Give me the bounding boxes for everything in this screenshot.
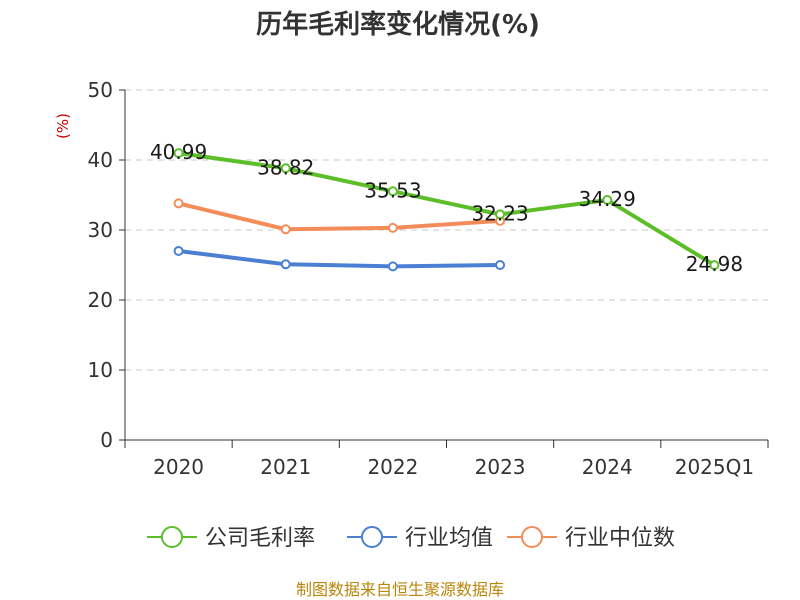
legend-label: 公司毛利率 [205,526,315,551]
data-label: 35.53 [364,178,421,202]
data-point [280,163,291,174]
x-tick-label: 2023 [475,455,526,479]
legend-swatch-marker [161,526,183,548]
data-point [173,148,184,159]
y-tick-label: 40 [88,148,113,172]
data-label: 34.29 [579,187,636,211]
data-label: 38.82 [257,155,314,179]
data-point [280,259,291,270]
source-note: 制图数据来自恒生聚源数据库 [296,580,504,599]
data-point [387,186,398,197]
legend-item: 公司毛利率 [147,526,315,551]
legend-label: 行业均值 [405,526,493,551]
data-point [173,246,184,256]
data-label: 32.23 [471,201,528,225]
data-label: 24.98 [686,252,743,276]
legend: 公司毛利率 行业均值 行业中位数 [147,526,675,551]
y-tick-label: 50 [88,78,113,102]
series-lines [173,148,720,272]
series-line [176,151,717,268]
data-labels: 40.99 38.82 35.53 32.23 34.29 24.98 [150,140,743,276]
y-tick-label: 0 [100,428,113,452]
legend-item: 行业均值 [347,526,493,551]
data-point [602,194,613,205]
data-point [280,224,291,235]
legend-label: 行业中位数 [565,526,675,551]
y-tick-label: 30 [88,218,113,242]
y-tick-label: 10 [88,358,113,382]
grid-lines [125,89,768,371]
legend-item: 行业中位数 [507,526,675,551]
axes: 0 10 20 30 40 50 2020 2021 2022 2023 2024 2025Q1 [88,78,769,479]
data-point [495,260,506,270]
legend-swatch-marker [521,526,543,548]
x-tick-label: 2025Q1 [675,455,754,479]
chart-title: 历年毛利率变化情况(%) [256,9,540,40]
data-point [709,260,720,271]
series-line [176,249,503,269]
data-point [495,209,506,220]
x-tick-label: 2022 [367,455,418,479]
data-label: 40.99 [150,140,207,164]
x-tick-label: 2024 [582,455,633,479]
data-point [173,198,184,209]
y-tick-label: 20 [88,288,113,312]
data-point [387,261,398,272]
data-point [387,222,398,233]
series-line [176,201,503,232]
x-tick-label: 2020 [153,455,204,479]
y-axis-unit-label: (%) [54,113,72,139]
x-tick-label: 2021 [260,455,311,479]
legend-swatch-marker [361,526,383,548]
